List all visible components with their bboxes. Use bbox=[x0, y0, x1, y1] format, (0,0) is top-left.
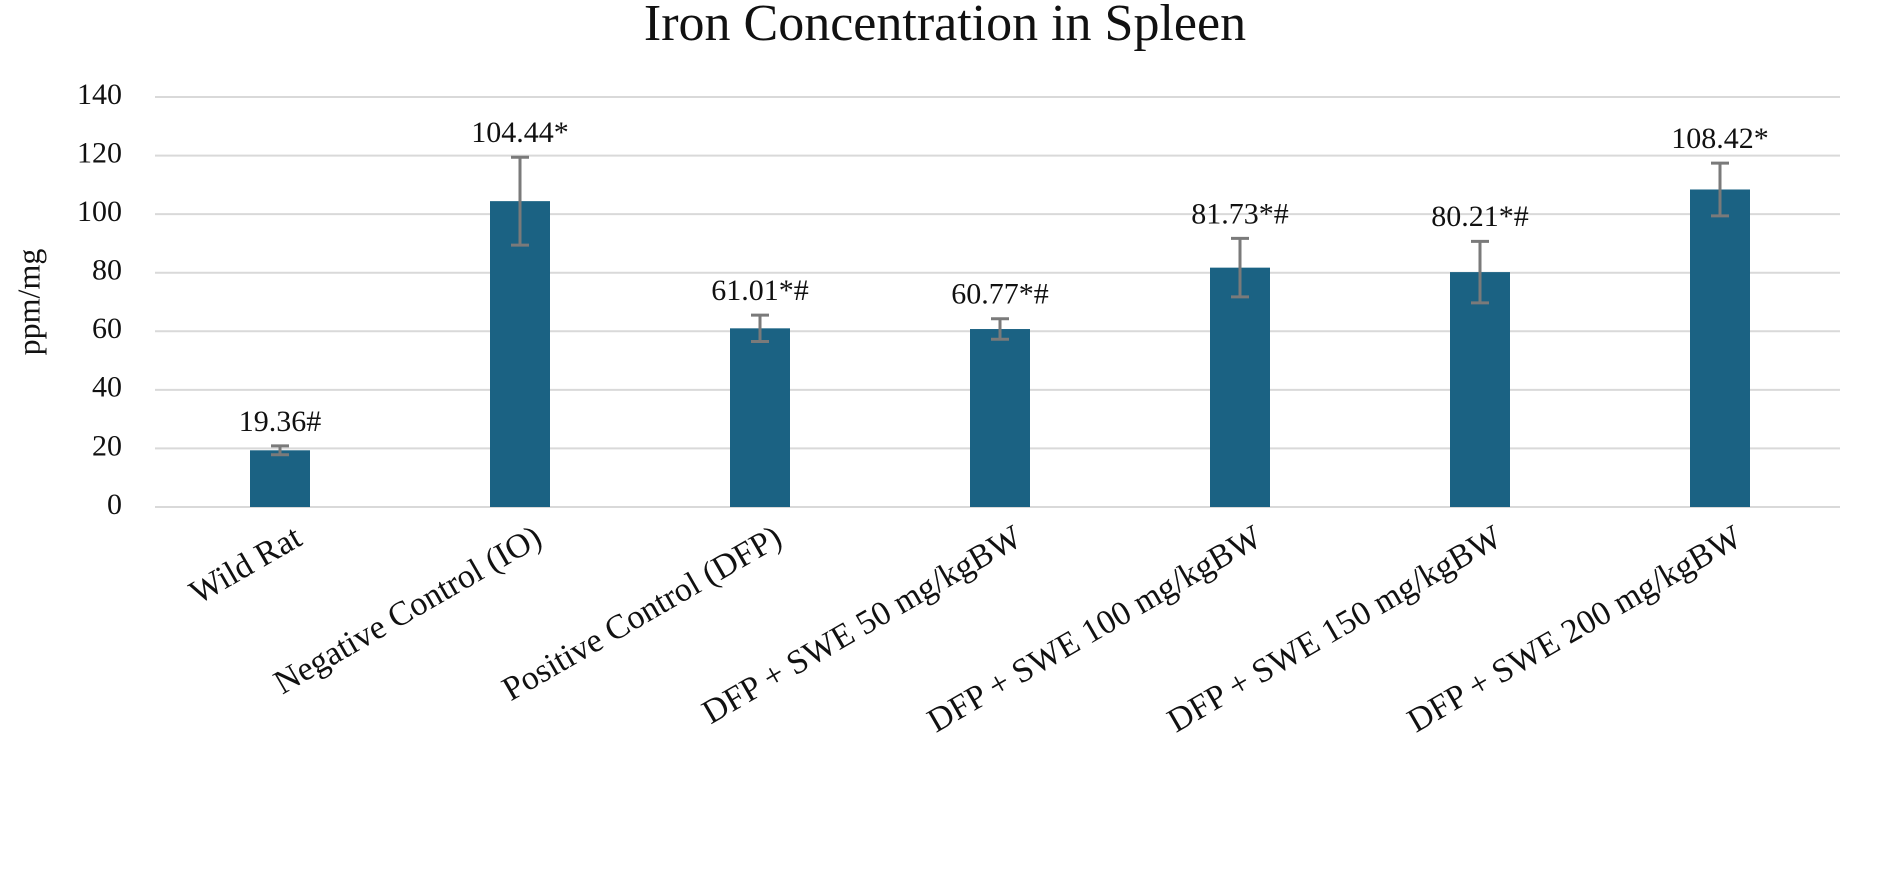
error-bar bbox=[1471, 239, 1489, 305]
bar bbox=[970, 329, 1030, 507]
bar bbox=[1450, 272, 1510, 507]
y-tick-label: 60 bbox=[92, 312, 122, 345]
data-label: 81.73*# bbox=[1191, 197, 1289, 230]
y-tick-label: 140 bbox=[77, 78, 122, 111]
data-label: 61.01*# bbox=[711, 274, 809, 307]
bar bbox=[490, 201, 550, 507]
y-tick-label: 20 bbox=[92, 429, 122, 462]
error-bar bbox=[751, 313, 769, 344]
error-bar bbox=[991, 317, 1009, 341]
bar bbox=[1690, 189, 1750, 507]
y-tick-label: 0 bbox=[107, 488, 122, 521]
bar bbox=[250, 450, 310, 507]
data-label: 19.36# bbox=[239, 405, 322, 438]
error-bar bbox=[1711, 161, 1729, 218]
error-bar bbox=[271, 444, 289, 457]
x-tick-label: Wild Rat bbox=[183, 518, 308, 611]
y-axis-label: ppm/mg bbox=[10, 249, 46, 356]
bar bbox=[730, 328, 790, 507]
data-label: 108.42* bbox=[1671, 122, 1769, 155]
y-tick-label: 40 bbox=[92, 371, 122, 404]
data-label: 60.77*# bbox=[951, 278, 1049, 311]
y-tick-label: 100 bbox=[77, 195, 122, 228]
data-label: 104.44* bbox=[471, 116, 569, 149]
chart-title: Iron Concentration in Spleen bbox=[644, 0, 1246, 52]
data-label: 80.21*# bbox=[1431, 200, 1529, 233]
error-bar bbox=[511, 155, 529, 247]
bar bbox=[1210, 267, 1270, 507]
y-tick-label: 120 bbox=[77, 136, 122, 169]
error-bar bbox=[1231, 236, 1249, 299]
y-tick-label: 80 bbox=[92, 254, 122, 287]
